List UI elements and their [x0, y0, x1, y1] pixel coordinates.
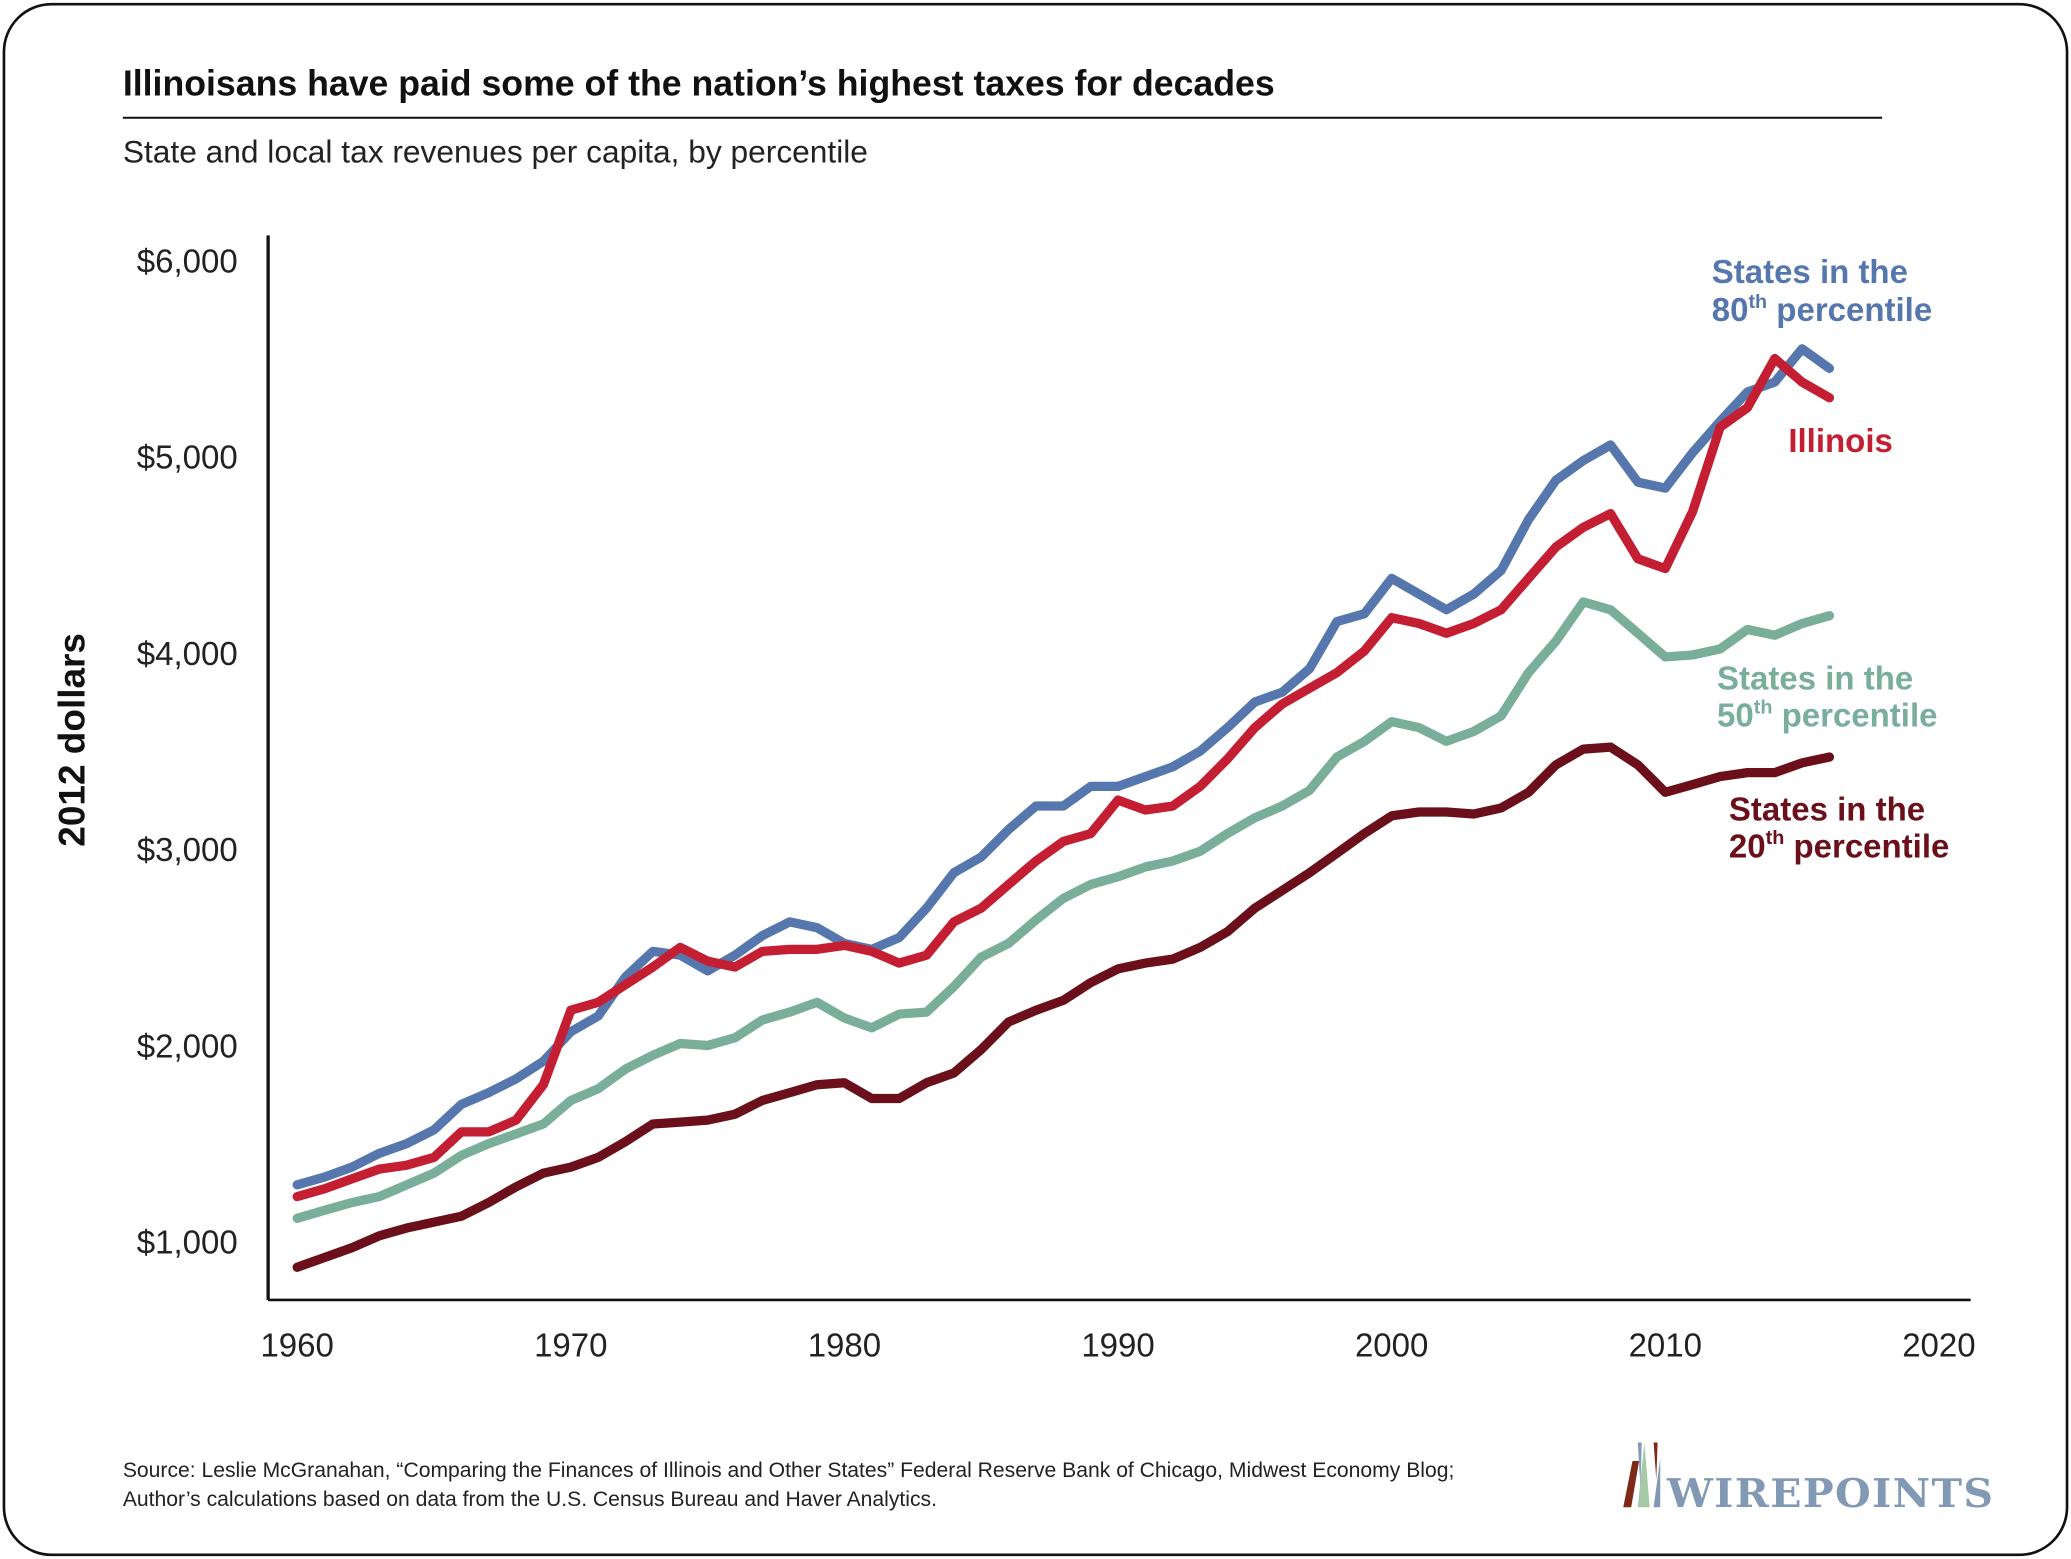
- series-line-illinois: [292, 353, 1835, 1202]
- x-tick-label: 1980: [808, 1327, 881, 1364]
- x-tick-label: 1990: [1081, 1327, 1154, 1364]
- x-tick-label: 1970: [534, 1327, 607, 1364]
- label-20th: States in the 20th percentile: [1729, 790, 1949, 864]
- chart-subtitle: State and local tax revenues per capita,…: [123, 134, 868, 170]
- svg-text:WIREPOINTS: WIREPOINTS: [1666, 1471, 1995, 1517]
- y-axis-label: 2012 dollars: [52, 633, 93, 847]
- x-tick-label: 1960: [260, 1327, 333, 1364]
- label-illinois: Illinois: [1788, 422, 1893, 459]
- x-tick-label: 2010: [1629, 1327, 1702, 1364]
- label-80th-line1: States in the: [1712, 253, 1908, 290]
- label-20th-line2: 20th percentile: [1729, 827, 1949, 864]
- label-50th: States in the 50th percentile: [1717, 660, 1937, 734]
- y-tick-label: $2,000: [137, 1027, 238, 1064]
- x-tick-label: 2020: [1902, 1327, 1975, 1364]
- label-80th-line2: 80th percentile: [1712, 291, 1932, 328]
- source-line-1: Source: Leslie McGranahan, “Comparing th…: [123, 1459, 1455, 1482]
- wirepoints-logo: WIREPOINTS: [1623, 1442, 1995, 1517]
- label-50th-line2: 50th percentile: [1717, 696, 1937, 733]
- y-tick-label: $5,000: [137, 439, 238, 476]
- label-20th-line1: States in the: [1729, 790, 1925, 827]
- y-tick-label: $1,000: [137, 1224, 238, 1261]
- y-tick-label: $4,000: [137, 635, 238, 672]
- chart-title: Illinoisans have paid some of the nation…: [123, 63, 1275, 103]
- series-line-states-in-the-50th-percentile: [292, 597, 1835, 1223]
- label-80th: States in the 80th percentile: [1712, 253, 1932, 328]
- series-line-states-in-the-20th-percentile: [292, 742, 1835, 1272]
- y-tick-label: $3,000: [137, 831, 238, 868]
- source-line-2: Author’s calculations based on data from…: [123, 1488, 937, 1511]
- x-tick-label: 2000: [1355, 1327, 1428, 1364]
- label-50th-line1: States in the: [1717, 660, 1913, 697]
- y-tick-label: $6,000: [137, 242, 238, 279]
